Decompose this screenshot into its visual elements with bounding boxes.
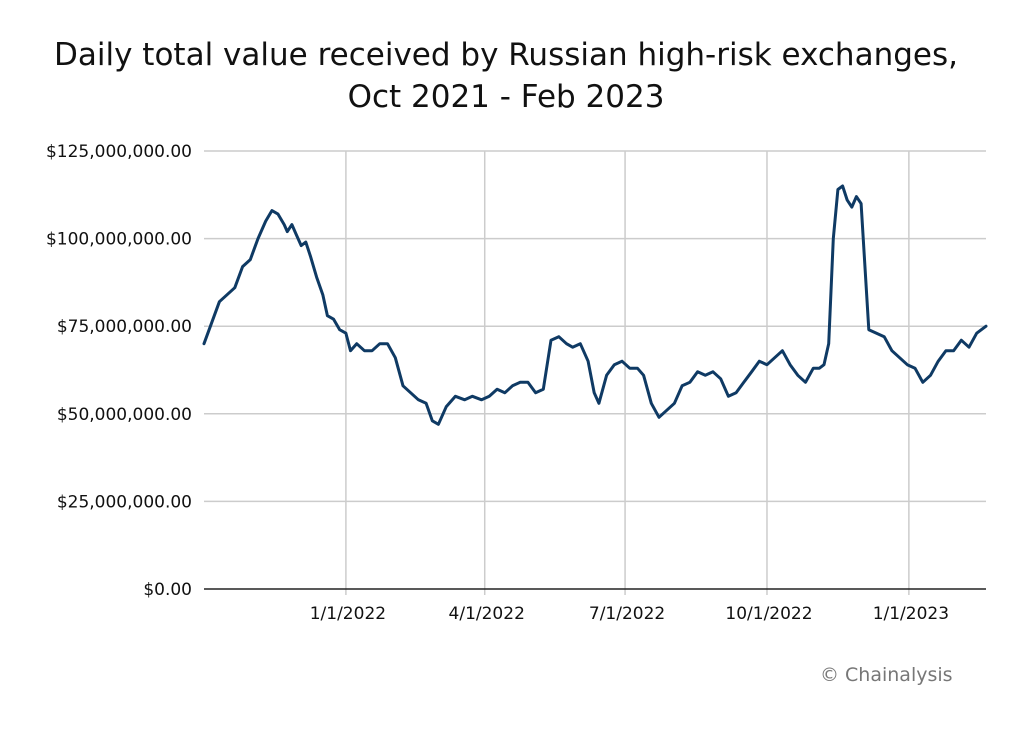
y-tick-label: $100,000,000.00 bbox=[46, 230, 192, 250]
chart-title-line-2: Oct 2021 - Feb 2023 bbox=[347, 79, 665, 115]
y-tick-label: $125,000,000.00 bbox=[46, 142, 192, 162]
x-tick-label: 7/1/2022 bbox=[589, 604, 665, 624]
y-tick-label: $50,000,000.00 bbox=[57, 405, 192, 425]
x-tick-label: 1/1/2023 bbox=[873, 604, 949, 624]
x-tick-label: 4/1/2022 bbox=[449, 604, 525, 624]
chart-title: Daily total value received by Russian hi… bbox=[0, 34, 1012, 118]
y-tick-label: $25,000,000.00 bbox=[57, 492, 192, 512]
y-tick-label: $75,000,000.00 bbox=[57, 317, 192, 337]
chainalysis-credit: © Chainalysis bbox=[820, 664, 953, 686]
y-tick-label: $0.00 bbox=[143, 580, 192, 600]
series-line bbox=[202, 184, 988, 426]
x-tick-label: 1/1/2022 bbox=[310, 604, 386, 624]
chart-title-line-1: Daily total value received by Russian hi… bbox=[54, 37, 958, 73]
x-tick-label: 10/1/2022 bbox=[725, 604, 812, 624]
